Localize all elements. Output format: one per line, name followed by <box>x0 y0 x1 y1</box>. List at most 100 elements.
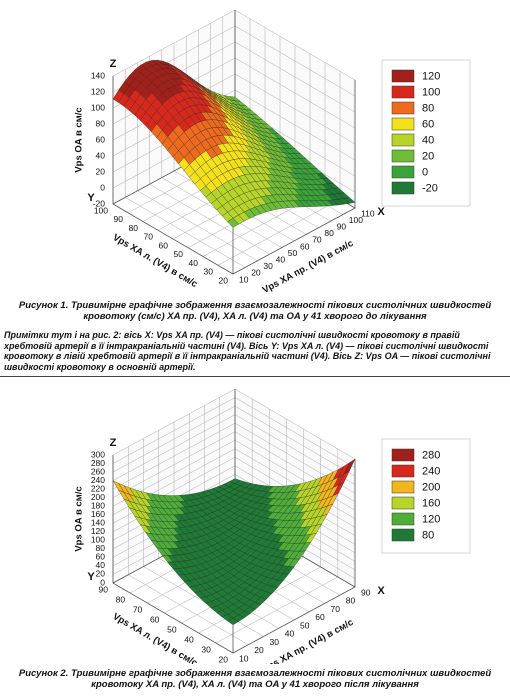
legend-swatch <box>391 165 415 179</box>
figure-2: 0204060801001201401601802002202402602803… <box>74 388 471 664</box>
x-tick-label: 20 <box>251 268 261 278</box>
y-tick-label: 90 <box>114 214 124 224</box>
z-tick-label: 80 <box>96 543 106 553</box>
z-axis-title: Vps OA в см/с <box>74 107 85 172</box>
legend-swatch <box>391 69 415 83</box>
legend-swatch <box>391 512 415 526</box>
legend-swatch <box>391 448 415 462</box>
z-tick-label: 220 <box>91 483 105 493</box>
x-axis-letter: X <box>377 206 385 218</box>
y-axis-letter: Y <box>87 192 95 204</box>
x-tick-label: 60 <box>300 241 310 251</box>
x-tick-label: 20 <box>254 645 264 655</box>
legend-label: 60 <box>422 118 434 130</box>
legend-label: 100 <box>422 86 440 98</box>
x-tick-label: 70 <box>331 604 341 614</box>
legend-label: 200 <box>422 481 440 493</box>
z-tick-label: 180 <box>91 500 105 510</box>
z-tick-label: 60 <box>96 134 106 144</box>
z-tick-label: 100 <box>91 535 105 545</box>
legend-swatch <box>391 464 415 478</box>
z-axis-letter: Z <box>110 437 117 449</box>
z-tick-label: 260 <box>91 466 105 476</box>
z-tick-label: 40 <box>96 560 106 570</box>
figure-caption: Рисунок 2. Тривимірне графічне зображенн… <box>18 668 492 690</box>
legend-frame <box>381 59 471 207</box>
surface-patch <box>227 617 239 626</box>
z-tick-label: 140 <box>91 518 105 528</box>
z-tick-label: 100 <box>91 102 105 112</box>
x-tick-label: 90 <box>361 587 371 597</box>
x-tick-label: 10 <box>239 653 249 663</box>
z-tick-label: 20 <box>96 166 106 176</box>
x-tick-label: 80 <box>324 228 334 238</box>
z-tick-label: 40 <box>96 150 106 160</box>
z-tick-label: 240 <box>91 475 105 485</box>
z-tick-label: 200 <box>91 492 105 502</box>
surface-patch <box>227 218 239 228</box>
legend-label: 80 <box>422 529 434 541</box>
x-axis-letter: X <box>377 585 385 597</box>
x-tick-label: 90 <box>337 221 347 231</box>
separator <box>0 376 510 377</box>
legend-swatch <box>391 117 415 131</box>
y-tick-label: 20 <box>219 275 229 285</box>
y-tick-label: 70 <box>133 604 143 614</box>
legend-swatch <box>391 149 415 163</box>
z-tick-label: 300 <box>91 449 105 459</box>
y-axis-letter: Y <box>87 571 95 583</box>
y-tick-label: 90 <box>99 584 109 594</box>
z-tick-label: 0 <box>100 577 105 587</box>
z-tick-label: 120 <box>91 86 105 96</box>
legend-swatch <box>391 528 415 542</box>
figure-1: -200204060801001201401020304050607080901… <box>74 9 471 296</box>
y-axis-title: Vps XA л. (V4) в см/с <box>111 232 200 290</box>
y-tick-label: 40 <box>184 634 194 644</box>
x-tick-label: 40 <box>276 254 286 264</box>
figure-caption: Рисунок 1. Тривимірне графічне зображенн… <box>18 300 492 322</box>
z-axis-letter: Z <box>110 58 117 70</box>
x-tick-label: 30 <box>270 637 280 647</box>
x-tick-label: 110 <box>361 208 375 218</box>
z-tick-label: 140 <box>91 70 105 80</box>
y-tick-label: 60 <box>150 614 160 624</box>
z-tick-label: 20 <box>96 569 106 579</box>
x-tick-label: 50 <box>288 248 298 258</box>
z-tick-label: 80 <box>96 118 106 128</box>
legend-label: -20 <box>422 182 438 194</box>
z-tick-label: 280 <box>91 458 105 468</box>
legend-label: 160 <box>422 497 440 509</box>
legend-swatch <box>391 133 415 147</box>
x-tick-label: 40 <box>285 629 295 639</box>
legend-label: 120 <box>422 70 440 82</box>
z-tick-label: 0 <box>100 182 105 192</box>
x-tick-label: 100 <box>349 215 363 225</box>
x-tick-label: 10 <box>239 274 249 284</box>
legend-label: 40 <box>422 134 434 146</box>
legend-label: 0 <box>422 166 428 178</box>
x-tick-label: 50 <box>300 620 310 630</box>
y-tick-label: 80 <box>129 223 139 233</box>
y-tick-label: 80 <box>116 594 126 604</box>
z-tick-label: -20 <box>93 198 106 208</box>
z-tick-label: 160 <box>91 509 105 519</box>
legend-swatch <box>391 496 415 510</box>
legend-label: 240 <box>422 465 440 477</box>
y-tick-label: 70 <box>144 232 154 242</box>
y-tick-label: 60 <box>159 240 169 250</box>
legend-swatch <box>391 85 415 99</box>
x-tick-label: 60 <box>315 612 325 622</box>
legend-label: 80 <box>422 102 434 114</box>
z-axis-title: Vps OA в см/с <box>74 486 85 551</box>
figure-notes: Примітки тут і на рис. 2: вісь X: Vps XA… <box>4 330 491 372</box>
x-tick-label: 70 <box>312 235 322 245</box>
x-tick-label: 80 <box>346 596 356 606</box>
z-tick-label: 120 <box>91 526 105 536</box>
y-tick-label: 30 <box>201 644 211 654</box>
y-tick-label: 50 <box>174 249 184 259</box>
legend-label: 120 <box>422 513 440 525</box>
legend-swatch <box>391 101 415 115</box>
legend-swatch <box>391 181 415 195</box>
y-tick-label: 20 <box>219 654 229 664</box>
